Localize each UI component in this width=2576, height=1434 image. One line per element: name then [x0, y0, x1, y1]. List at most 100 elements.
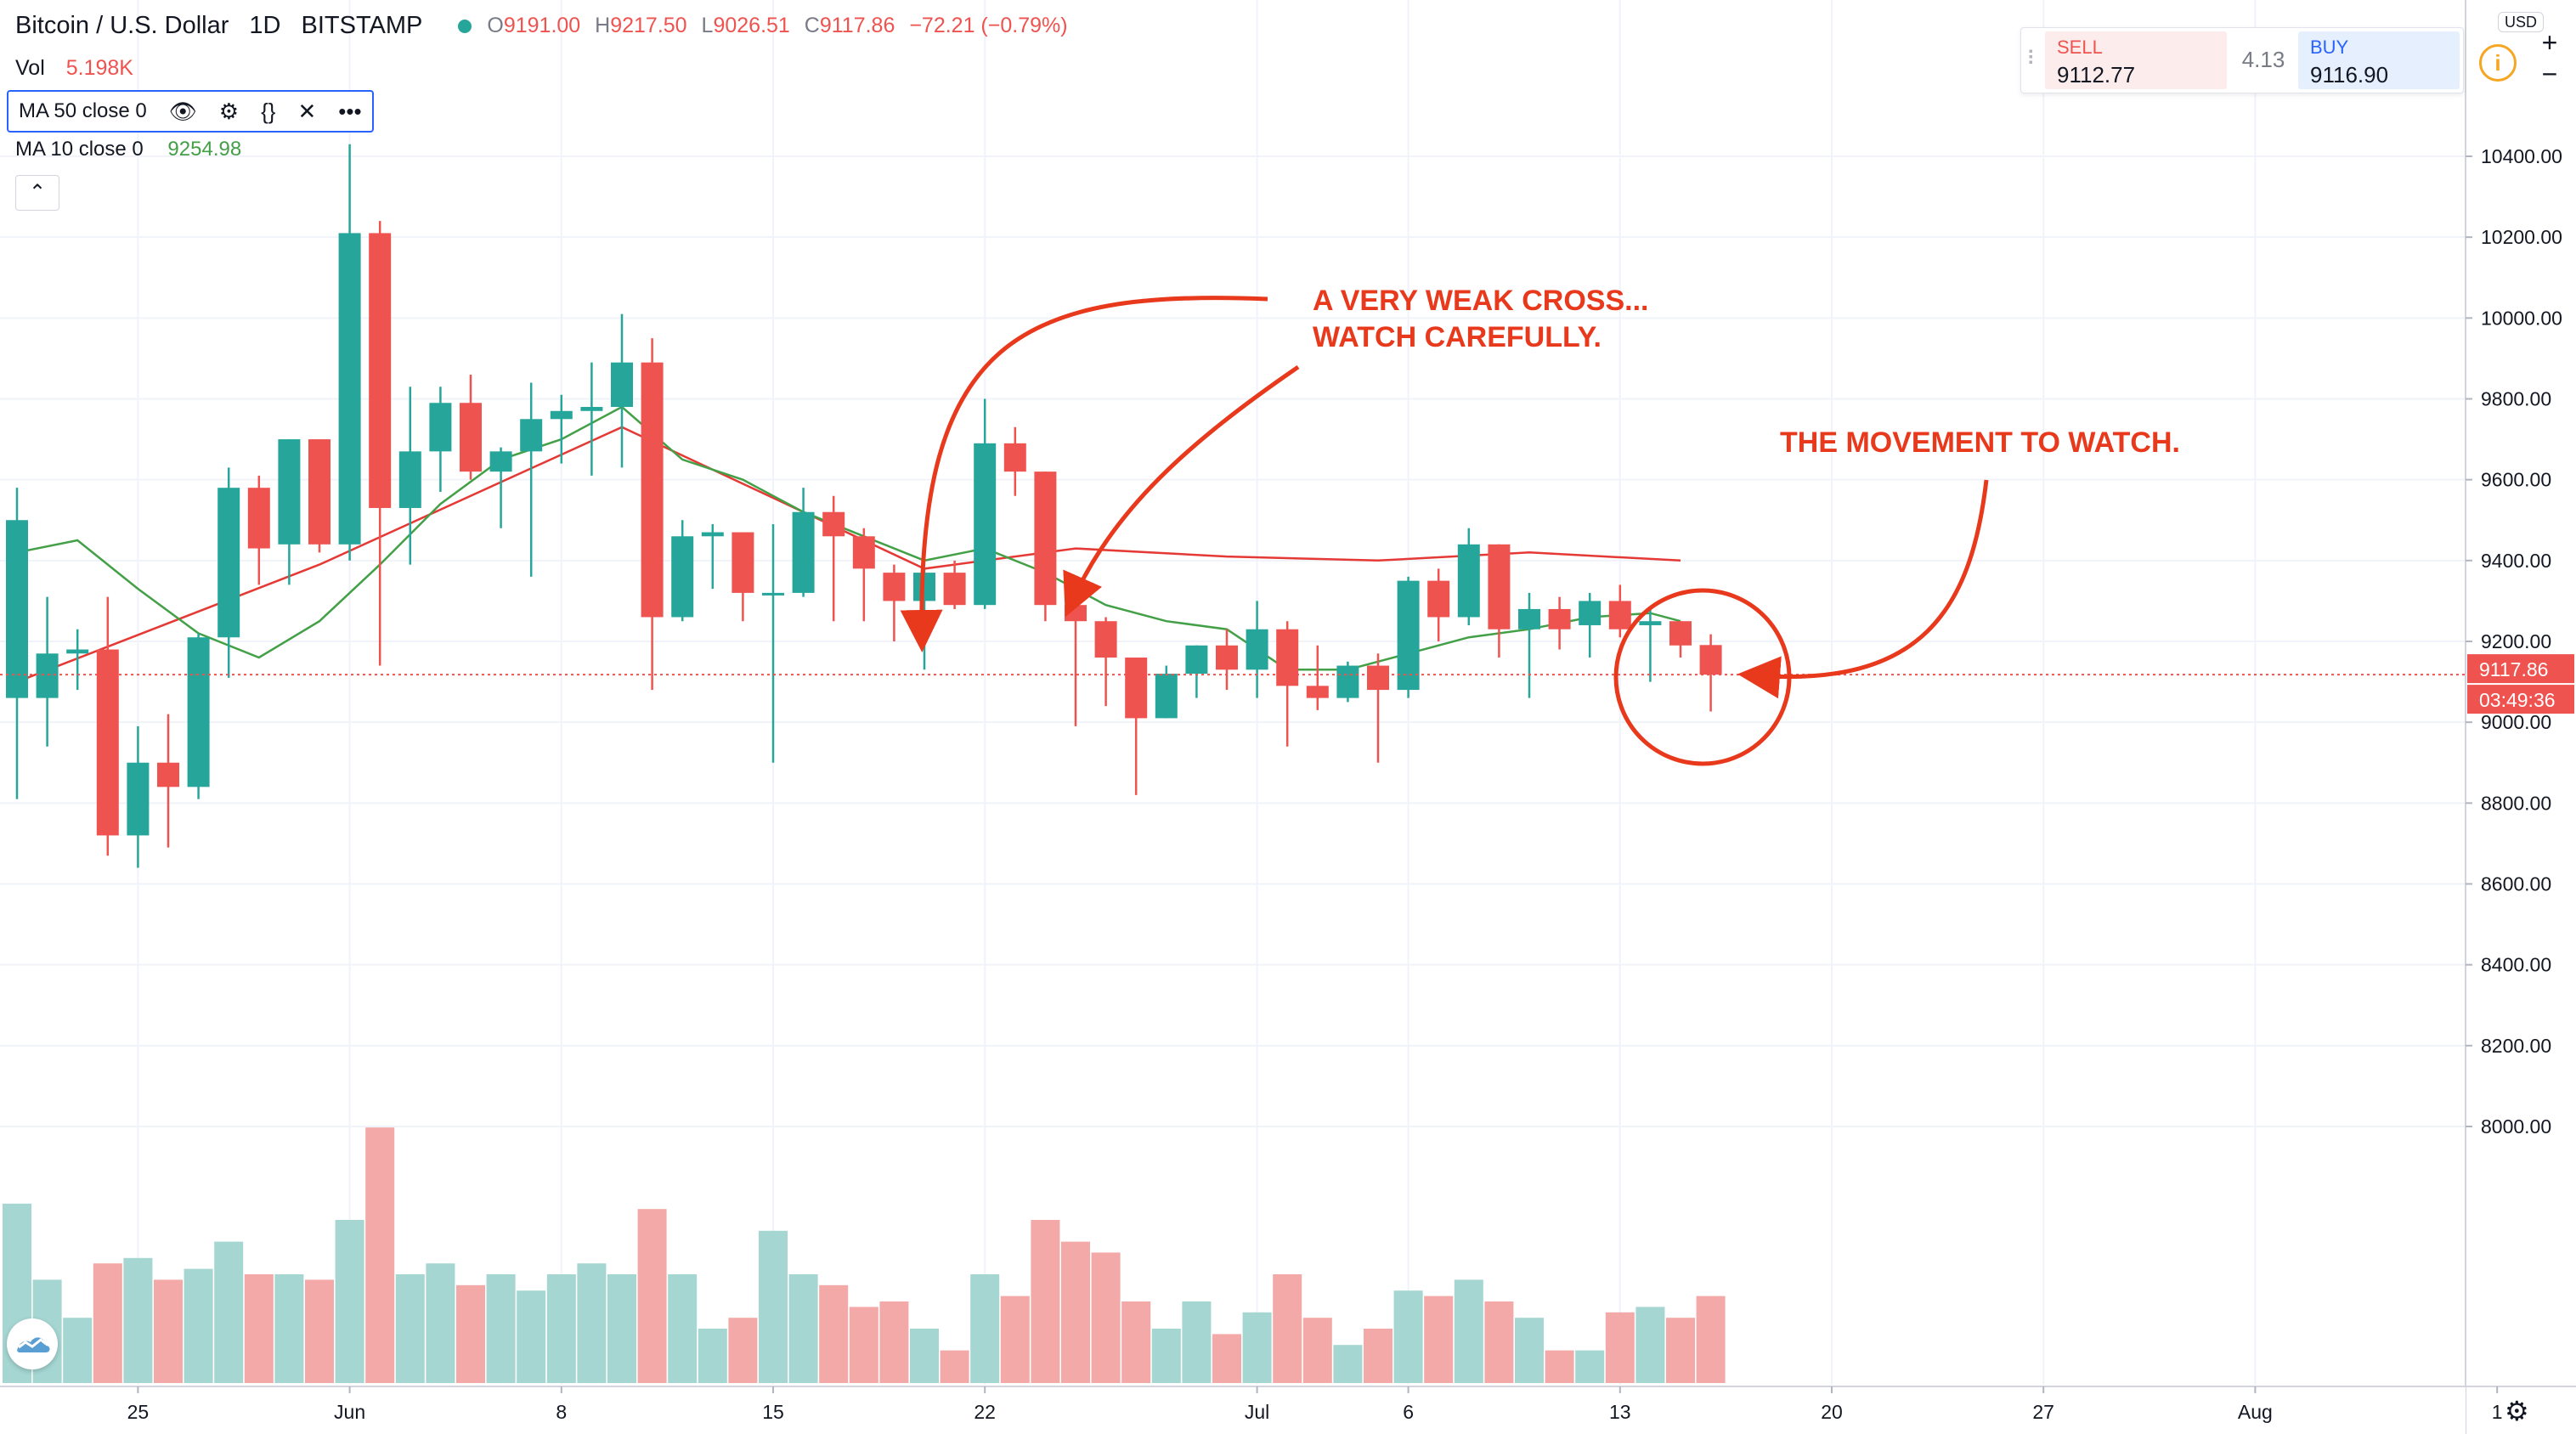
gear-icon[interactable]: ⚙ — [218, 98, 240, 124]
time-tick-label: 15 — [762, 1401, 784, 1423]
volume-bar — [1696, 1296, 1726, 1383]
info-icon[interactable]: i — [2479, 44, 2517, 82]
volume-bar — [759, 1230, 788, 1383]
candle-body — [398, 451, 421, 508]
candle-body — [852, 536, 875, 569]
volume-bar — [1515, 1318, 1544, 1383]
candle-body — [1306, 686, 1329, 698]
volume-bar — [879, 1301, 909, 1383]
low-value: 9026.51 — [713, 14, 790, 37]
candle-body — [1185, 645, 1208, 675]
more-icon[interactable]: ••• — [338, 98, 362, 124]
source-code-icon[interactable]: {} — [261, 98, 276, 124]
time-tick-label: 20 — [1821, 1401, 1843, 1423]
chart-settings-gear-icon[interactable]: ⚙ — [2505, 1396, 2529, 1426]
candle-body — [36, 653, 59, 698]
volume-legend[interactable]: Vol 5.198K — [15, 56, 133, 81]
volume-bar — [1605, 1312, 1635, 1383]
time-tick-label: 1 — [2492, 1401, 2503, 1423]
candle-body — [1548, 608, 1571, 629]
volume-bar — [607, 1274, 636, 1383]
candle-body — [943, 573, 966, 606]
volume-bar — [1031, 1220, 1060, 1383]
volume-bar — [214, 1241, 244, 1383]
candle-body — [1397, 580, 1420, 691]
price-axis-bg — [2466, 0, 2576, 1434]
price-tick-label: 9000.00 — [2481, 711, 2551, 733]
countdown-tag — [2467, 685, 2574, 714]
candle-body — [308, 439, 330, 545]
symbol-legend[interactable]: Bitcoin / U.S. Dollar 1D BITSTAMP O9191.… — [15, 12, 1076, 40]
volume-bar — [244, 1274, 274, 1383]
volume-value: 5.198K — [65, 56, 133, 80]
volume-bar — [395, 1274, 425, 1383]
price-tick-label: 10000.00 — [2481, 307, 2562, 329]
candle-body — [1094, 621, 1117, 658]
candle-body — [278, 439, 301, 545]
candle-body — [66, 649, 89, 654]
candle-body — [1457, 544, 1480, 618]
last-price-label: 9117.86 — [2479, 658, 2548, 680]
ma10-legend[interactable]: MA 10 close 0 9254.98 — [15, 138, 241, 161]
ohlc-values: O9191.00 H9217.50 L9026.51 C9117.86 −72.… — [487, 14, 1068, 37]
symbol-name: Bitcoin / U.S. Dollar — [15, 12, 229, 39]
volume-bar — [1333, 1345, 1363, 1383]
candle-body — [187, 637, 210, 788]
price-tick-label: 8400.00 — [2481, 954, 2551, 976]
annotation-arrow-cross — [900, 296, 1268, 652]
volume-bar — [546, 1274, 576, 1383]
candle-body — [611, 362, 633, 408]
drag-handle-icon[interactable]: ⠇ — [2026, 48, 2042, 71]
annotation-weak-cross-line2: WATCH CAREFULLY. — [1313, 321, 1602, 353]
ma50-legend[interactable]: MA 50 close 0 👁 ⚙ {} ✕ ••• — [7, 90, 374, 133]
exchange: BITSTAMP — [301, 12, 423, 39]
buy-button[interactable]: BUY 9116.90 — [2298, 31, 2460, 89]
collapse-legend-button[interactable]: ⌃ — [15, 175, 59, 211]
volume-bar — [274, 1274, 304, 1383]
volume-bar — [1091, 1252, 1121, 1383]
zoom-out-icon[interactable]: − — [2541, 59, 2558, 89]
volume-bar — [970, 1274, 1000, 1383]
zoom-in-icon[interactable]: + — [2541, 27, 2558, 58]
candle-body — [671, 536, 694, 618]
change-value: −72.21 (−0.79%) — [909, 14, 1068, 37]
time-axis[interactable]: 25 Jun 8 15 22 Jul 6 13 20 27 Aug 1 — [0, 1386, 2576, 1434]
sell-button[interactable]: SELL 9112.77 — [2045, 31, 2227, 89]
close-icon[interactable]: ✕ — [297, 98, 317, 124]
candle-body — [701, 532, 724, 537]
volume-bar — [1000, 1296, 1030, 1383]
volume-bar — [668, 1274, 698, 1383]
volume-bar — [517, 1290, 546, 1383]
volume-bar — [1302, 1318, 1332, 1383]
candle-body — [1518, 608, 1540, 629]
volume-bar — [63, 1318, 93, 1383]
volume-bar — [1393, 1290, 1423, 1383]
candle-body — [1216, 645, 1238, 670]
volume-bar — [1182, 1301, 1212, 1383]
volume-bar — [456, 1284, 485, 1383]
annotation-movement-text: THE MOVEMENT TO WATCH. — [1780, 426, 2180, 459]
volume-bar — [1484, 1301, 1514, 1383]
currency-badge[interactable]: USD — [2498, 12, 2544, 32]
market-status-icon — [458, 19, 472, 33]
time-tick-label: 27 — [2032, 1401, 2054, 1423]
annotation-circle — [1613, 588, 1792, 766]
volume-bar — [365, 1127, 395, 1383]
volume-bar — [154, 1279, 183, 1383]
volume-bar — [426, 1263, 455, 1383]
ma10-label: MA 10 close 0 — [15, 138, 144, 161]
candle-body — [429, 403, 452, 452]
candle-body — [1065, 605, 1087, 622]
eye-icon[interactable]: 👁 — [168, 98, 197, 124]
candle-body — [1699, 645, 1722, 675]
countdown-label: 03:49:36 — [2479, 689, 2556, 711]
tradingview-logo-icon[interactable] — [7, 1318, 58, 1369]
candle-body — [732, 532, 754, 593]
candle-body — [883, 573, 906, 601]
price-tick-label: 8200.00 — [2481, 1035, 2551, 1057]
candle-body — [1246, 629, 1268, 670]
candle-body — [550, 410, 573, 420]
price-axis[interactable]: 10400.00 10200.00 10000.00 9800.00 9600.00 94… — [2465, 0, 2576, 1434]
candle-body — [1155, 674, 1178, 719]
